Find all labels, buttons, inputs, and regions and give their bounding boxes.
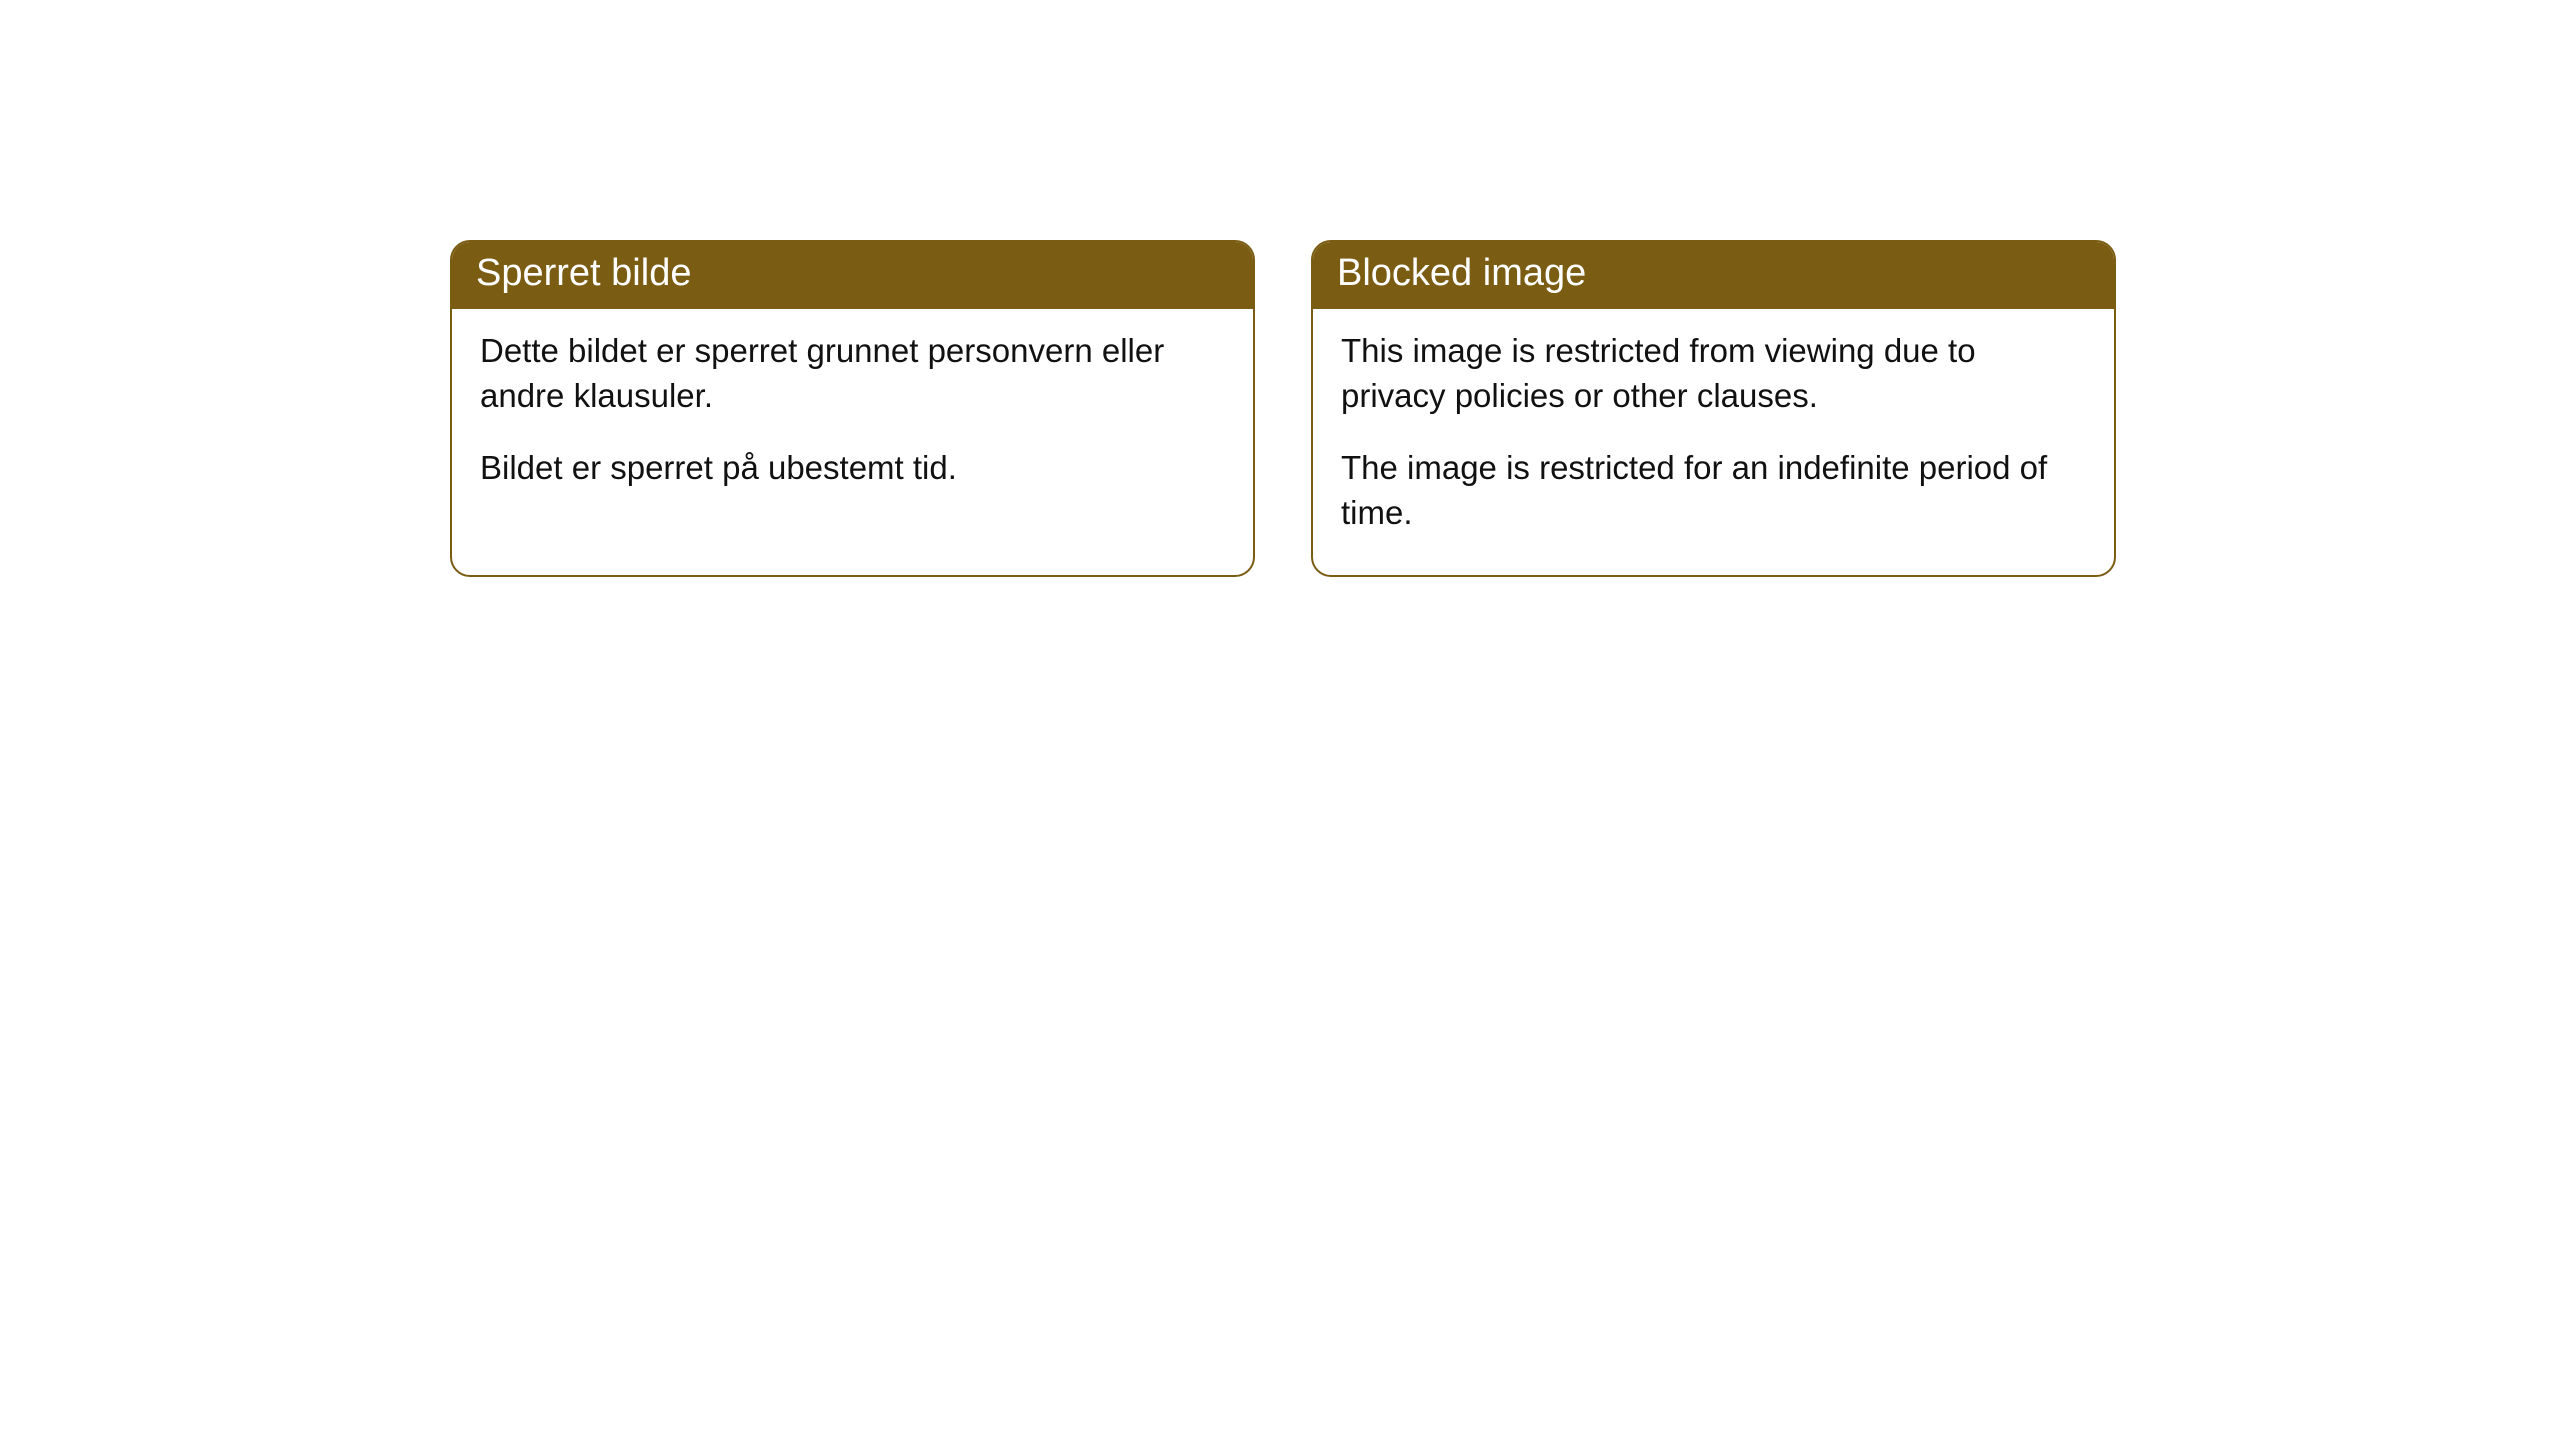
card-body: Dette bildet er sperret grunnet personve… — [452, 309, 1253, 531]
notice-paragraph-2: The image is restricted for an indefinit… — [1341, 446, 2086, 535]
card-header: Blocked image — [1313, 242, 2114, 309]
card-header: Sperret bilde — [452, 242, 1253, 309]
blocked-image-card-norwegian: Sperret bilde Dette bildet er sperret gr… — [450, 240, 1255, 577]
notice-paragraph-1: Dette bildet er sperret grunnet personve… — [480, 329, 1225, 418]
notice-paragraph-1: This image is restricted from viewing du… — [1341, 329, 2086, 418]
card-body: This image is restricted from viewing du… — [1313, 309, 2114, 575]
notice-paragraph-2: Bildet er sperret på ubestemt tid. — [480, 446, 1225, 491]
blocked-image-card-english: Blocked image This image is restricted f… — [1311, 240, 2116, 577]
notice-cards-container: Sperret bilde Dette bildet er sperret gr… — [0, 0, 2560, 577]
